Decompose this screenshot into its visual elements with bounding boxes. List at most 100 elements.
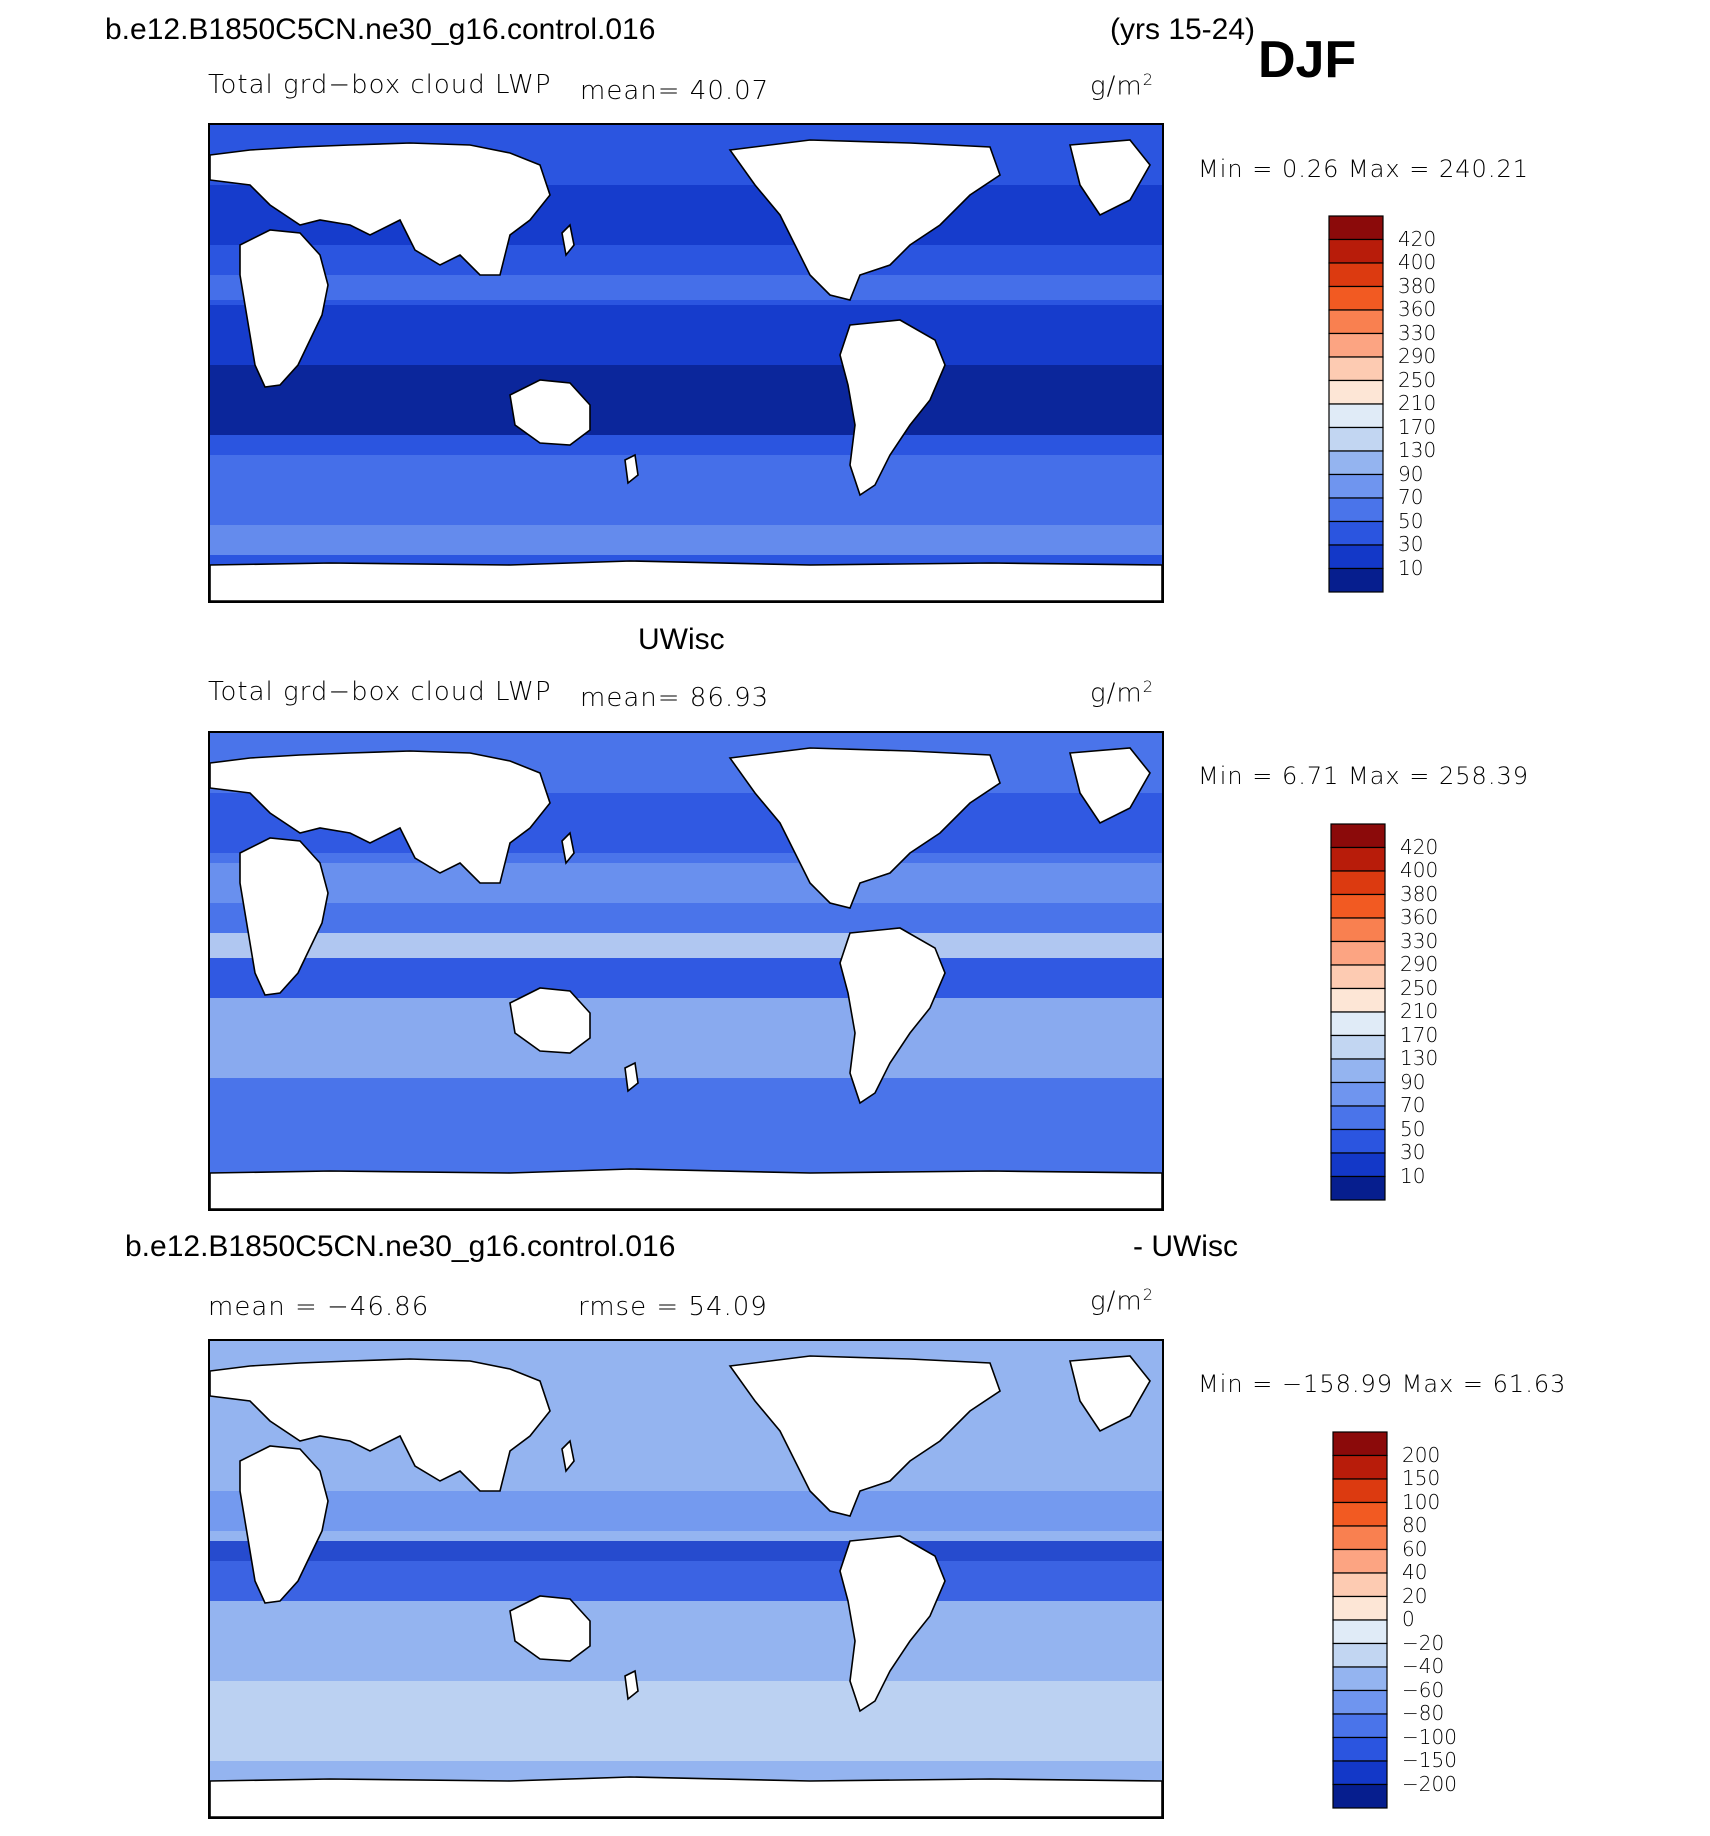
diff-title-left: b.e12.B1850C5CN.ne30_g16.control.016 xyxy=(125,1230,676,1263)
colorbar-swatch xyxy=(1330,1152,1386,1178)
field-label: Total grd−box cloud LWP xyxy=(208,677,552,707)
continent-outline xyxy=(509,987,591,1054)
colorbar-swatch xyxy=(1330,846,1386,872)
colorbar-swatch xyxy=(1332,1642,1388,1668)
continent-outline xyxy=(210,560,1162,601)
colorbar-label: 330 xyxy=(1398,320,1437,345)
colorbar-label: 130 xyxy=(1400,1046,1439,1070)
field-band xyxy=(210,365,1162,435)
colorbar-swatch xyxy=(1332,1572,1388,1598)
units-label: g/m2 xyxy=(1090,70,1154,102)
colorbar-label: 380 xyxy=(1398,273,1437,298)
continent-outline xyxy=(210,1776,1162,1817)
colorbar-swatch xyxy=(1330,987,1386,1013)
colorbar-swatch xyxy=(1328,379,1384,405)
colorbar-label: 400 xyxy=(1400,858,1439,882)
colorbar-label: 60 xyxy=(1402,1536,1428,1561)
colorbar-label: 170 xyxy=(1400,1022,1439,1047)
colorbar-swatch xyxy=(1330,893,1386,919)
colorbar-label: 0 xyxy=(1402,1607,1415,1631)
colorbar-label: 70 xyxy=(1400,1093,1426,1117)
field-band xyxy=(210,1601,1162,1681)
colorbar-label: 10 xyxy=(1400,1163,1426,1188)
colorbar-label: −150 xyxy=(1402,1748,1457,1772)
colorbar-label: 380 xyxy=(1400,881,1439,906)
colorbar-label: −100 xyxy=(1402,1724,1457,1749)
continent-outline xyxy=(624,453,639,485)
continent-outline xyxy=(1068,139,1151,217)
colorbar-label: 50 xyxy=(1400,1116,1426,1141)
continent-outline xyxy=(624,1669,639,1701)
continent-outline xyxy=(728,747,1001,909)
field-band xyxy=(210,863,1162,903)
colorbar-swatch xyxy=(1332,1501,1388,1527)
colorbar-swatch xyxy=(1332,1595,1388,1621)
colorbar-label: 150 xyxy=(1402,1466,1441,1490)
field-band xyxy=(210,1541,1162,1561)
continent-outline xyxy=(728,1355,1001,1517)
colorbar-swatch xyxy=(1328,262,1384,288)
map-model-canvas xyxy=(210,125,1162,601)
colorbar-swatch xyxy=(1328,403,1384,429)
continent-outline xyxy=(509,379,591,446)
colorbar-label: 290 xyxy=(1398,344,1437,368)
colorbar-swatch xyxy=(1332,1713,1388,1739)
colorbar-swatch xyxy=(1328,520,1384,546)
minmax-label: Min = −158.99 Max = 61.63 xyxy=(1198,1370,1567,1398)
continent-outline xyxy=(624,1061,639,1093)
colorbar-label: 30 xyxy=(1400,1140,1426,1164)
colorbar-label: −80 xyxy=(1402,1701,1445,1725)
colorbar-swatch xyxy=(1328,544,1384,570)
mean-label: mean= 40.07 xyxy=(580,76,770,106)
colorbar-label: 200 xyxy=(1402,1442,1441,1467)
colorbar-label: 210 xyxy=(1398,391,1437,415)
continent-outline xyxy=(728,139,1001,301)
colorbar-swatch xyxy=(1328,473,1384,499)
colorbar-label: 130 xyxy=(1398,438,1437,462)
colorbar-label: −40 xyxy=(1402,1654,1445,1678)
field-band xyxy=(210,998,1162,1078)
field-band xyxy=(210,305,1162,365)
minmax-label: Min = 0.26 Max = 240.21 xyxy=(1198,155,1529,183)
colorbar-swatch xyxy=(1332,1619,1388,1645)
map-model xyxy=(208,123,1164,603)
map-diff xyxy=(208,1339,1164,1819)
map-obs xyxy=(208,731,1164,1211)
continent-outline xyxy=(239,229,329,388)
colorbar-label: 360 xyxy=(1398,297,1437,321)
continent-outline xyxy=(210,750,551,884)
units-label: g/m2 xyxy=(1090,677,1154,709)
colorbar-swatch xyxy=(1328,309,1384,335)
colorbar-swatch xyxy=(1328,567,1384,593)
colorbar-swatch xyxy=(1332,1783,1388,1809)
colorbar-label: 40 xyxy=(1402,1560,1428,1584)
colorbar-obs: 420 400 380 360 330 290 250 210 170 130 90 70 50 30 10 xyxy=(1330,823,1438,1206)
colorbar-swatch xyxy=(1330,1081,1386,1107)
colorbar-swatch xyxy=(1330,1128,1386,1154)
field-label: Total grd−box cloud LWP xyxy=(208,70,552,100)
colorbar-swatch xyxy=(1328,450,1384,476)
field-band xyxy=(210,455,1162,525)
colorbar-diff: 200 150 100 80 60 40 20 0 −20 −40 −60 −80 −100 −150 −2… xyxy=(1332,1431,1457,1814)
colorbar-swatch xyxy=(1328,426,1384,452)
years-label: (yrs 15-24) xyxy=(1110,13,1256,46)
colorbar-label: 90 xyxy=(1400,1069,1426,1094)
colorbar-swatch xyxy=(1328,332,1384,358)
mean-label: mean= 86.93 xyxy=(580,683,770,713)
colorbar-swatch xyxy=(1332,1525,1388,1551)
continent-outline xyxy=(509,1595,591,1662)
colorbar-label: 420 xyxy=(1398,226,1437,251)
continent-outline xyxy=(210,1358,551,1492)
units-label: g/m2 xyxy=(1090,1285,1154,1317)
colorbar-label: 210 xyxy=(1400,999,1439,1023)
colorbar-swatch xyxy=(1330,823,1386,849)
field-band xyxy=(210,275,1162,300)
colorbar-label: 290 xyxy=(1400,952,1439,976)
diff-title-right: - UWisc xyxy=(1133,1230,1238,1263)
continent-outline xyxy=(839,927,946,1105)
continent-outline xyxy=(561,831,575,865)
season-label: DJF xyxy=(1258,31,1357,89)
field-band xyxy=(210,1088,1162,1128)
colorbar-label: 50 xyxy=(1398,508,1424,533)
continent-outline xyxy=(239,837,329,996)
